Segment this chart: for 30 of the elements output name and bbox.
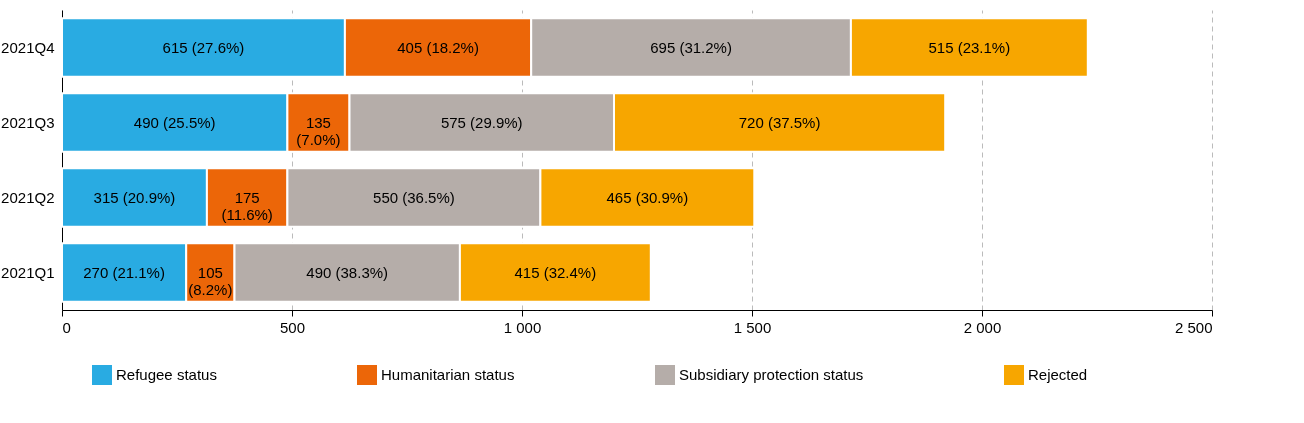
data-label: 695 (31.2%) <box>650 38 732 56</box>
x-tick-label: 0 <box>62 318 71 336</box>
data-label: 720 (37.5%) <box>738 113 821 131</box>
data-label: 575 (29.9%) <box>440 113 523 131</box>
data-label: 415 (32.4%) <box>514 263 597 281</box>
data-label: 105 (8.2%) <box>188 263 233 298</box>
data-label: 490 (25.5%) <box>133 113 216 131</box>
x-tick-label: 1 500 <box>733 318 772 336</box>
y-tick-label: 2021Q2 <box>1 188 55 206</box>
data-label: 490 (38.3%) <box>306 263 389 281</box>
y-tick-label: 2021Q4 <box>1 38 55 56</box>
data-label: 550 (36.5%) <box>373 188 455 206</box>
data-label: 270 (21.1%) <box>83 263 165 281</box>
x-tick-label: 2 500 <box>1174 318 1213 336</box>
data-label: 135 (7.0%) <box>296 113 341 148</box>
data-label: 315 (20.9%) <box>93 188 176 206</box>
data-label: 515 (23.1%) <box>928 38 1011 56</box>
data-label: 405 (18.2%) <box>397 38 479 56</box>
data-label: 175 (11.6%) <box>221 188 273 223</box>
legend-label: Rejected <box>1028 366 1088 383</box>
y-tick-label: 2021Q1 <box>1 263 55 281</box>
y-tick-label: 2021Q3 <box>1 113 55 131</box>
legend-label: Humanitarian status <box>381 366 515 383</box>
x-tick-label: 500 <box>279 318 306 336</box>
data-label: 465 (30.9%) <box>606 188 689 206</box>
x-tick-label: 1 000 <box>503 318 542 336</box>
legend-label: Refugee status <box>116 366 217 383</box>
x-tick-label: 2 000 <box>963 318 1002 336</box>
data-label: 615 (27.6%) <box>162 38 245 56</box>
legend-label: Subsidiary protection status <box>679 366 864 383</box>
